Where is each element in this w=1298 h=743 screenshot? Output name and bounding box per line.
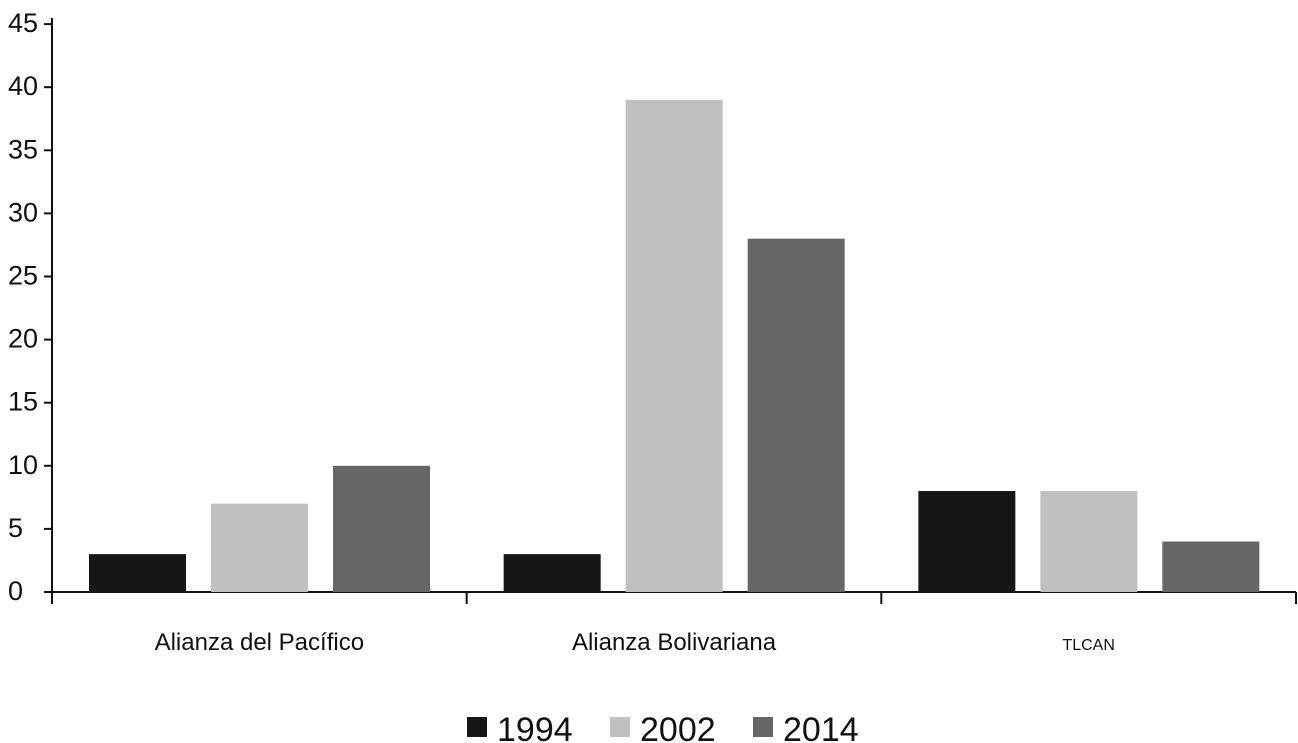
y-tick-label: 20 xyxy=(8,324,38,354)
bar-1994-2 xyxy=(503,554,601,592)
legend: 1994 2002 2014 xyxy=(467,711,859,743)
legend-swatch xyxy=(467,717,487,737)
y-tick-label: 10 xyxy=(8,450,38,480)
bar-2014-2 xyxy=(747,238,845,592)
y-tick-label: 35 xyxy=(8,134,38,164)
category-label: Alianza Bolivariana xyxy=(572,629,777,656)
y-axis: 0 5 10 15 20 25 30 35 40 45 xyxy=(8,8,53,606)
legend-label: 1994 xyxy=(497,711,573,743)
y-tick-label: 5 xyxy=(8,513,23,543)
bar-2014-1 xyxy=(333,465,430,592)
category-label: Alianza del Pacífico xyxy=(155,629,364,656)
legend-label: 2002 xyxy=(640,711,716,743)
category-label: TLCAN xyxy=(1062,637,1114,654)
x-axis xyxy=(51,591,1297,604)
y-tick-label: 30 xyxy=(8,197,38,227)
bars xyxy=(89,99,1260,592)
y-tick-label: 40 xyxy=(8,71,38,101)
bar-2014-3 xyxy=(1162,541,1260,592)
y-tick-label: 15 xyxy=(8,387,38,417)
legend-swatch xyxy=(753,717,773,737)
bar-1994-1 xyxy=(89,554,186,592)
y-tick-label: 45 xyxy=(8,8,38,38)
bar-2002-1 xyxy=(211,503,308,592)
y-tick-label: 25 xyxy=(8,261,38,291)
legend-swatch xyxy=(610,717,630,737)
y-tick-label: 0 xyxy=(8,576,23,606)
bar-2002-2 xyxy=(625,99,723,592)
bar-2002-3 xyxy=(1040,491,1138,592)
category-labels: Alianza del Pacífico Alianza Bolivariana T… xyxy=(155,629,1115,656)
legend-label: 2014 xyxy=(783,711,859,743)
bar-1994-3 xyxy=(918,491,1016,592)
